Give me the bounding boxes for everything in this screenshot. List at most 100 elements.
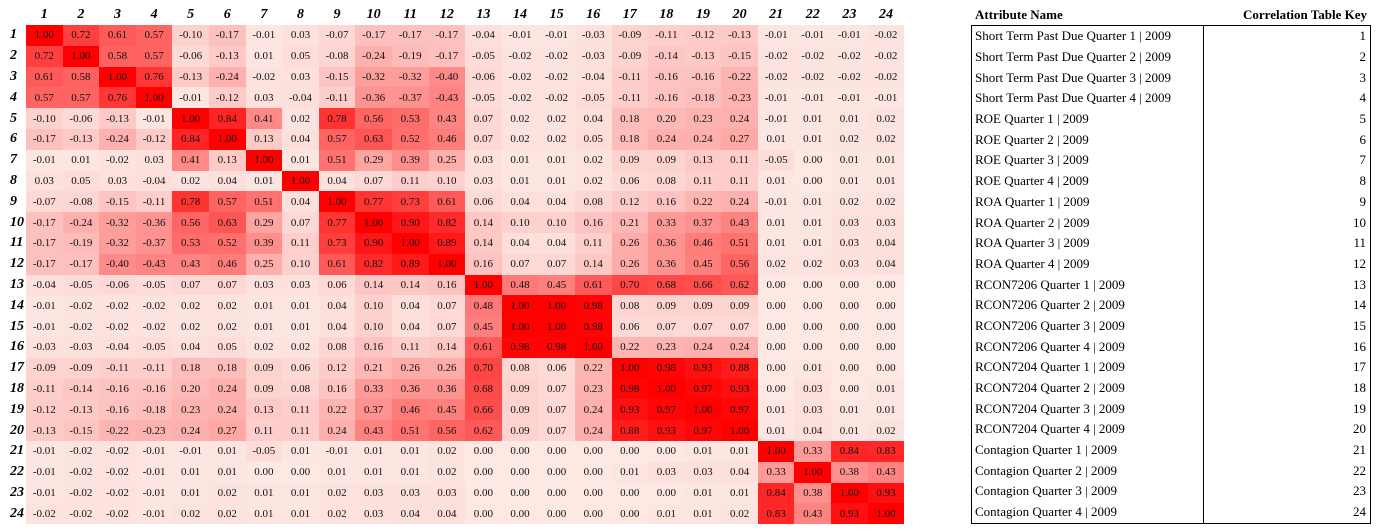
matrix-cell: 0.07 — [538, 420, 575, 441]
matrix-cell: -0.01 — [26, 295, 63, 317]
matrix-cell: 0.24 — [684, 128, 722, 150]
row-header: 20 — [10, 422, 24, 438]
matrix-cell: -0.02 — [831, 45, 868, 67]
matrix-cell: 0.07 — [428, 316, 466, 337]
column-header: 3 — [113, 6, 121, 22]
table-key: 11 — [1353, 235, 1366, 251]
key-row: RCON7206 Quarter 3 | 2009 15 — [972, 315, 1370, 337]
matrix-cell: 0.07 — [648, 316, 685, 337]
matrix-cell: 0.77 — [318, 212, 356, 233]
matrix-cell: 0.06 — [465, 191, 502, 213]
matrix-cell: -0.01 — [757, 191, 795, 213]
matrix-cell: 0.00 — [538, 503, 575, 525]
matrix-cell: -0.01 — [26, 149, 63, 171]
row-header: 7 — [10, 152, 17, 168]
matrix-cell: 0.00 — [831, 336, 868, 358]
key-row: RCON7204 Quarter 4 | 2009 20 — [972, 419, 1370, 440]
matrix-cell: -0.02 — [99, 461, 136, 483]
matrix-cell: -0.16 — [684, 66, 722, 88]
matrix-cell: 0.00 — [794, 295, 832, 317]
matrix-cell: 0.00 — [794, 274, 832, 296]
matrix-cell: -0.13 — [172, 66, 209, 88]
matrix-cell: 0.11 — [684, 170, 722, 192]
matrix-cell: -0.03 — [574, 45, 612, 67]
key-row: RCON7206 Quarter 2 | 2009 14 — [972, 294, 1370, 316]
attribute-name: RCON7204 Quarter 4 | 2009 — [972, 419, 1204, 440]
table-key: 24 — [1353, 504, 1366, 520]
matrix-cell: -0.10 — [26, 108, 63, 129]
key-row: ROE Quarter 2 | 2009 6 — [972, 129, 1370, 151]
matrix-cell: -0.13 — [208, 45, 246, 67]
key-row: RCON7206 Quarter 4 | 2009 16 — [972, 336, 1370, 357]
matrix-cell: -0.13 — [99, 108, 136, 129]
attribute-name: ROA Quarter 4 | 2009 — [972, 253, 1204, 275]
matrix-cell: -0.15 — [62, 420, 100, 441]
matrix-cell: 0.04 — [538, 232, 575, 254]
key-row: ROA Quarter 1 | 2009 9 — [972, 191, 1370, 213]
matrix-cell: -0.37 — [391, 87, 429, 109]
matrix-cell: -0.02 — [867, 25, 905, 46]
matrix-cell: 0.33 — [757, 461, 795, 483]
row-header: 5 — [10, 110, 17, 126]
matrix-cell: 0.01 — [867, 378, 905, 400]
matrix-cell: 0.03 — [99, 170, 136, 192]
attribute-name: ROA Quarter 3 | 2009 — [972, 232, 1204, 254]
matrix-cell: -0.02 — [538, 66, 575, 88]
matrix-cell: 0.61 — [26, 66, 63, 88]
matrix-cell: 0.82 — [428, 212, 466, 233]
matrix-cell: 0.41 — [172, 149, 209, 171]
matrix-cell: 0.01 — [757, 420, 795, 441]
matrix-cell: 1.00 — [648, 378, 685, 400]
matrix-cell: 1.00 — [757, 440, 795, 462]
matrix-cell: -0.02 — [99, 440, 136, 462]
matrix-cell: 0.21 — [611, 212, 649, 233]
correlation-matrix: 1 2 3 4 5 6 7 8 9 10 11 12 13 14 15 16 17 18 19 20 21 22 23 24 1… — [0, 4, 905, 525]
table-key: 4 — [1359, 90, 1367, 106]
matrix-cell: 0.02 — [867, 191, 905, 213]
matrix-cell: 0.52 — [208, 232, 246, 254]
matrix-cell: 0.01 — [501, 170, 539, 192]
matrix-cell: -0.18 — [684, 87, 722, 109]
key-row: Contagion Quarter 1 | 2009 21 — [972, 439, 1370, 461]
matrix-cell: 0.09 — [501, 378, 539, 400]
matrix-cell: 0.24 — [574, 399, 612, 421]
matrix-cell: -0.11 — [99, 357, 136, 379]
table-key: 9 — [1359, 193, 1367, 209]
matrix-cell: 0.02 — [208, 295, 246, 317]
matrix-cell: 0.76 — [135, 66, 173, 88]
matrix-cell: 0.57 — [62, 87, 100, 109]
matrix-cell: 0.61 — [99, 25, 136, 46]
matrix-cell: 0.21 — [355, 357, 392, 379]
matrix-cell: 0.03 — [282, 66, 319, 88]
matrix-cell: -0.02 — [867, 66, 905, 88]
matrix-cell: 0.03 — [355, 503, 392, 525]
key-body: Short Term Past Due Quarter 1 | 2009 1 Sho… — [971, 25, 1371, 524]
matrix-cell: -0.05 — [135, 274, 173, 296]
matrix-cell: -0.23 — [135, 420, 173, 441]
matrix-cell: -0.16 — [135, 378, 173, 400]
matrix-cell: 0.02 — [794, 253, 832, 275]
matrix-cell: -0.02 — [62, 316, 100, 337]
matrix-cell: 0.01 — [208, 440, 246, 462]
header-cell: Attribute Name — [975, 6, 1063, 22]
column-header: 10 — [366, 6, 381, 22]
matrix-cell: 0.43 — [172, 253, 209, 275]
matrix-cell: 0.04 — [172, 336, 209, 358]
matrix-cell: 0.26 — [391, 357, 429, 379]
matrix-cell: -0.13 — [62, 399, 100, 421]
matrix-cell: 0.52 — [391, 128, 429, 150]
matrix-cell: 1.00 — [574, 336, 612, 358]
matrix-cell: 0.56 — [172, 212, 209, 233]
matrix-cell: 0.88 — [721, 357, 758, 379]
attribute-name: Short Term Past Due Quarter 1 | 2009 — [972, 26, 1204, 47]
matrix-cell: 0.62 — [465, 420, 502, 441]
matrix-cell: -0.32 — [99, 232, 136, 254]
matrix-cell: 0.98 — [501, 336, 539, 358]
matrix-cell: 0.04 — [318, 170, 356, 192]
matrix-cell: 0.23 — [574, 378, 612, 400]
matrix-cell: -0.03 — [62, 336, 100, 358]
matrix-cell: 0.83 — [757, 503, 795, 525]
matrix-cell: 0.26 — [428, 357, 466, 379]
matrix-cell: 0.43 — [428, 108, 466, 129]
